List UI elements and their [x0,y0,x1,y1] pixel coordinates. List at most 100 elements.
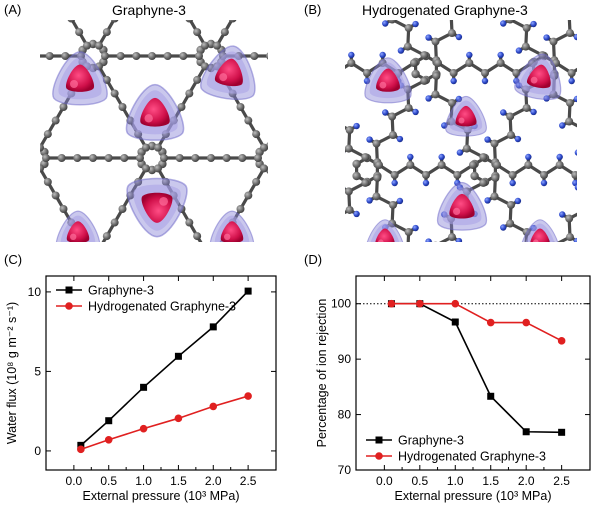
bond [343,80,351,94]
bond [123,0,131,5]
carbon-atom-icon [571,171,577,179]
carbon-atom-icon [304,52,312,60]
bond [426,278,436,284]
hydrogen-atom-icon [500,20,507,27]
carbon-atom-icon [345,144,353,153]
carbon-atom-icon [411,69,420,79]
bond [307,284,315,298]
carbon-atom-icon [314,262,322,270]
bond [201,248,211,254]
carbon-atom-icon [550,276,558,284]
bond [578,353,585,357]
bond [585,149,600,158]
bond [284,121,292,135]
bond [99,270,107,284]
bond [5,195,13,209]
bond [467,334,468,353]
hydrogen-atom-icon [395,282,401,288]
bond [585,353,600,362]
carbon-atom-icon [394,148,402,156]
bond [401,289,408,293]
carbon-atom-icon [363,358,371,366]
carbon-atom-icon [259,143,268,152]
bond [426,239,433,242]
carbon-atom-icon [294,358,302,366]
carbon-atom-icon [491,344,499,352]
carbon-atom-icon [311,28,319,36]
bond [292,0,300,5]
bond [298,74,308,80]
hydrogen-atom-icon [574,184,577,191]
carbon-atom-icon [587,161,595,169]
bond [79,270,87,284]
hydrogen-atom-icon [348,51,355,59]
hydrogen-atom-icon [366,197,373,204]
hydrogen-atom-icon [484,340,490,346]
bond [388,368,398,374]
bond [366,325,374,339]
carbon-atom-icon [565,214,574,223]
bond [410,311,418,325]
bond [587,63,600,73]
carbon-atom-icon [540,375,548,383]
hydrogen-atom-icon [574,149,577,156]
carbon-atom-icon [61,52,70,60]
carbon-atom-icon [432,262,440,270]
carbon-atom-icon [453,171,462,179]
carbon-atom-icon [288,321,296,329]
carbon-atom-icon [432,71,441,80]
bond [576,151,577,154]
carbon-atom-icon [565,322,573,330]
hydrogen-atom-icon [574,300,580,306]
carbon-atom-icon [362,321,370,329]
bond [12,121,20,135]
hydrogen-atom-icon [398,286,404,292]
bond [392,320,393,339]
hydrogen-atom-icon [338,96,344,102]
bond [315,236,323,250]
bond [378,350,388,356]
carbon-atom-icon [314,70,322,78]
carbon-atom-icon [507,0,515,5]
bond [56,311,64,325]
bond [318,246,319,265]
carbon-atom-icon [311,232,319,240]
carbon-atom-icon [384,256,392,264]
carbon-atom-icon [237,1,245,9]
carbon-atom-icon [373,352,381,360]
bond [93,266,103,272]
bond [506,368,516,374]
bond [335,66,343,80]
bond [585,0,586,6]
carbon-atom-icon [453,58,461,66]
carbon-atom-icon [272,164,280,172]
x-tick-label: 0.0 [66,474,83,488]
carbon-atom-icon [549,37,558,46]
carbon-atom-icon [311,280,319,288]
carbon-atom-icon [102,232,111,241]
carbon-atom-icon [565,117,574,126]
bond [319,62,329,68]
carbon-atom-icon [502,142,510,150]
hydrogen-atom-icon [589,123,595,129]
graphyne-3-structure [5,0,516,374]
carbon-atom-icon [437,246,445,254]
bond [374,338,382,352]
carbon-atom-icon [42,154,50,162]
bond [506,164,516,170]
bond [426,369,442,379]
hydrogen-atom-icon [412,313,418,319]
bond [453,270,461,284]
carbon-atom-icon [178,1,186,9]
bond [378,146,388,152]
bond [335,236,343,250]
carbon-atom-icon [136,154,144,162]
carbon-atom-icon [142,348,150,356]
carbon-atom-icon [252,130,261,139]
carbon-atom-icon [427,154,435,162]
hydrogen-atom-icon [454,384,460,390]
bond [401,251,408,255]
carbon-atom-icon [195,256,203,264]
bond [527,312,534,316]
carbon-atom-icon [388,20,397,24]
